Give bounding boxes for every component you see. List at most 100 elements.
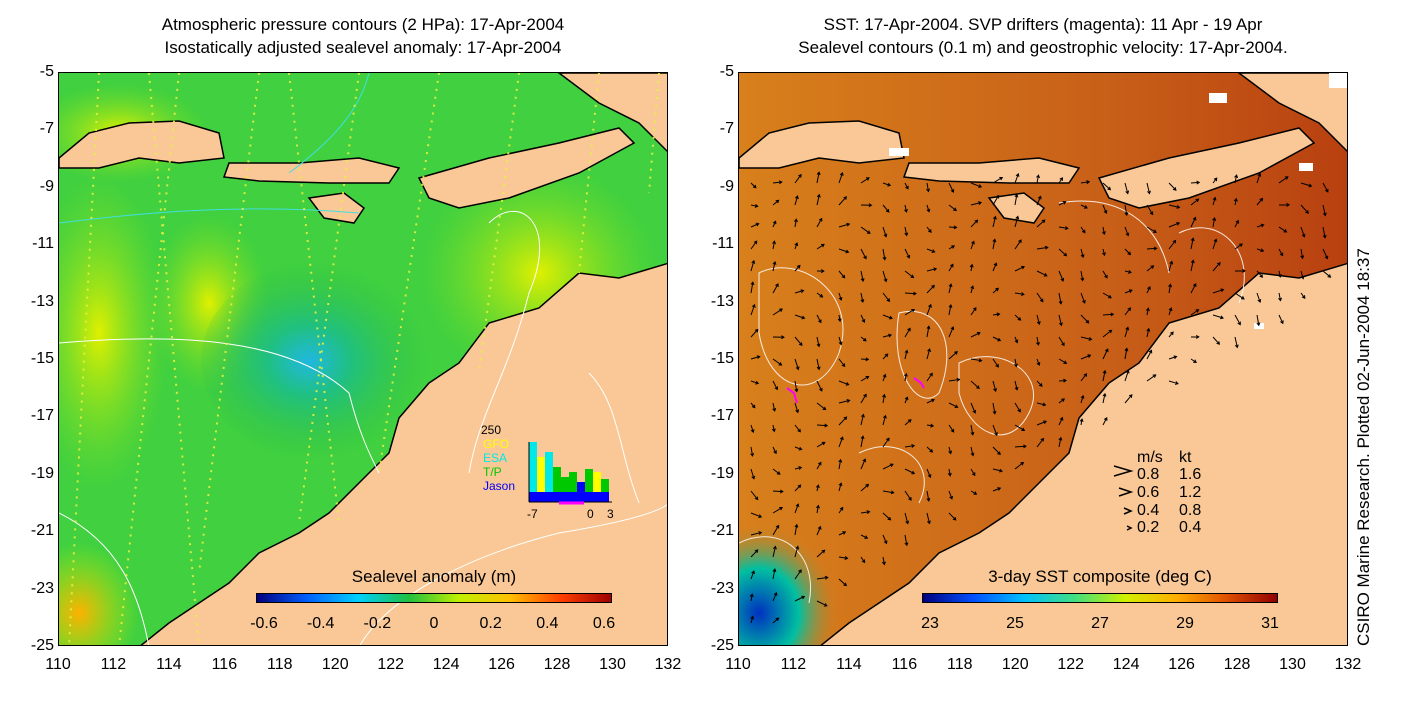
velocity-arrow [816, 525, 822, 536]
velocity-arrow [926, 372, 933, 382]
velocity-arrow [1124, 182, 1130, 195]
velocity-arrow [948, 424, 955, 433]
velocity-arrow [904, 419, 912, 426]
velocity-arrow [1058, 292, 1063, 305]
velocity-arrow [904, 468, 916, 475]
velocity-arrow [750, 549, 759, 558]
histogram-legend-item: Jason [483, 479, 516, 493]
velocity-arrow [1036, 402, 1047, 407]
velocity-arrow [838, 556, 849, 560]
velocity-arrow [816, 380, 823, 392]
velocity-arrow [1014, 265, 1026, 272]
velocity-arrow [772, 489, 784, 494]
velocity-arrow [970, 402, 977, 414]
velocity-arrow [1036, 380, 1043, 387]
velocity-legend-kt-3: 0.4 [1179, 519, 1202, 536]
velocity-arrow [794, 545, 800, 558]
velocity-arrow [838, 292, 843, 301]
velocity-arrow [1300, 270, 1305, 280]
velocity-arrow [750, 259, 756, 272]
velocity-arrow [816, 358, 821, 371]
sst-map-graphic [739, 73, 1347, 645]
velocity-arrow [794, 195, 799, 206]
velocity-arrow [904, 349, 909, 360]
velocity-arrow [882, 333, 893, 338]
velocity-arrow [838, 506, 844, 514]
velocity-arrow [1014, 358, 1018, 368]
sst-map[interactable]: m/s kt 0.8 1.6 0.6 1.2 0.4 0.8 0.2 0.4 [738, 72, 1348, 646]
velocity-arrow [1080, 226, 1086, 234]
velocity-arrow [992, 215, 997, 228]
velocity-arrow [1256, 248, 1265, 253]
velocity-arrow [948, 204, 957, 212]
velocity-arrow [882, 393, 887, 404]
velocity-arrow [838, 222, 851, 228]
velocity-arrow [1190, 237, 1195, 250]
velocity-arrow [1058, 398, 1065, 404]
velocity-arrow [1036, 219, 1046, 228]
longitude-tick-label: 120 [321, 656, 349, 673]
velocity-arrow [772, 358, 783, 366]
velocity-arrow [882, 512, 892, 521]
velocity-arrow [750, 380, 760, 385]
velocity-arrow [750, 424, 755, 434]
velocity-arrow [904, 291, 917, 296]
velocity-arrow [750, 240, 758, 250]
velocity-arrow [882, 248, 887, 261]
credit-text: CSIRO Marine Research. Plotted 02-Jun-20… [1354, 248, 1373, 646]
velocity-arrow [882, 437, 890, 448]
velocity-arrow [1278, 248, 1284, 257]
velocity-arrow [1168, 204, 1181, 209]
latitude-tick-label: -23 [710, 579, 734, 597]
velocity-arrow [970, 307, 977, 316]
sst-colorbar [922, 593, 1278, 603]
cool-water-patch [739, 523, 839, 645]
latitude-tick-label: -5 [719, 63, 734, 80]
velocity-arrow [772, 380, 779, 391]
longitude-tick-label: 110 [45, 656, 71, 673]
velocity-arrow [1058, 177, 1064, 184]
velocity-arrow [970, 182, 983, 188]
velocity-arrow [1234, 336, 1239, 349]
sealevel-anomaly-map[interactable]: 250 GFO ESA T/P Jason -7 0 3 [58, 72, 668, 646]
longitude-tick-label: 124 [1112, 656, 1140, 673]
longitude-tick-label: 124 [432, 656, 460, 673]
colorbar-tick-label: 27 [1091, 615, 1109, 632]
velocity-arrow [1014, 402, 1021, 413]
velocity-arrow [816, 600, 828, 607]
longitude-tick-label: 110 [725, 656, 751, 673]
velocity-arrow [1300, 204, 1309, 214]
velocity-arrow [1058, 336, 1065, 347]
velocity-arrow [816, 402, 827, 411]
velocity-arrow [1124, 269, 1132, 274]
velocity-arrow [904, 396, 909, 404]
velocity-arrow [1080, 394, 1085, 404]
svp-drifter-track [786, 387, 798, 404]
velocity-arrow [1124, 369, 1130, 382]
velocity-arrow [838, 270, 846, 279]
velocity-arrow [1278, 314, 1284, 325]
velocity-arrow [1212, 217, 1217, 228]
velocity-arrow [1146, 374, 1157, 382]
longitude-tick-label: 114 [836, 656, 862, 673]
sealevel-colorbar [256, 593, 612, 603]
velocity-arrow [1212, 288, 1225, 294]
latitude-tick-label: -7 [39, 120, 54, 138]
velocity-arrow [1102, 348, 1109, 360]
velocity-arrow [970, 380, 980, 390]
velocity-arrow [838, 416, 848, 426]
colorbar-tick-label: 0 [429, 615, 439, 632]
velocity-arrow [1168, 331, 1174, 338]
nusa-tenggara-islands [222, 157, 401, 184]
colorbar-tick-label: -0.2 [363, 615, 392, 632]
velocity-arrow [1014, 444, 1027, 449]
australia-landmass [820, 262, 1347, 645]
velocity-arrow [794, 314, 806, 320]
velocity-arrow [904, 308, 916, 316]
latitude-tick-label: -17 [710, 407, 734, 425]
velocity-arrow [1278, 202, 1291, 207]
velocity-arrow [860, 177, 870, 184]
velocity-arrow [1190, 180, 1201, 185]
velocity-arrow [750, 281, 755, 294]
velocity-arrow [1168, 221, 1181, 228]
